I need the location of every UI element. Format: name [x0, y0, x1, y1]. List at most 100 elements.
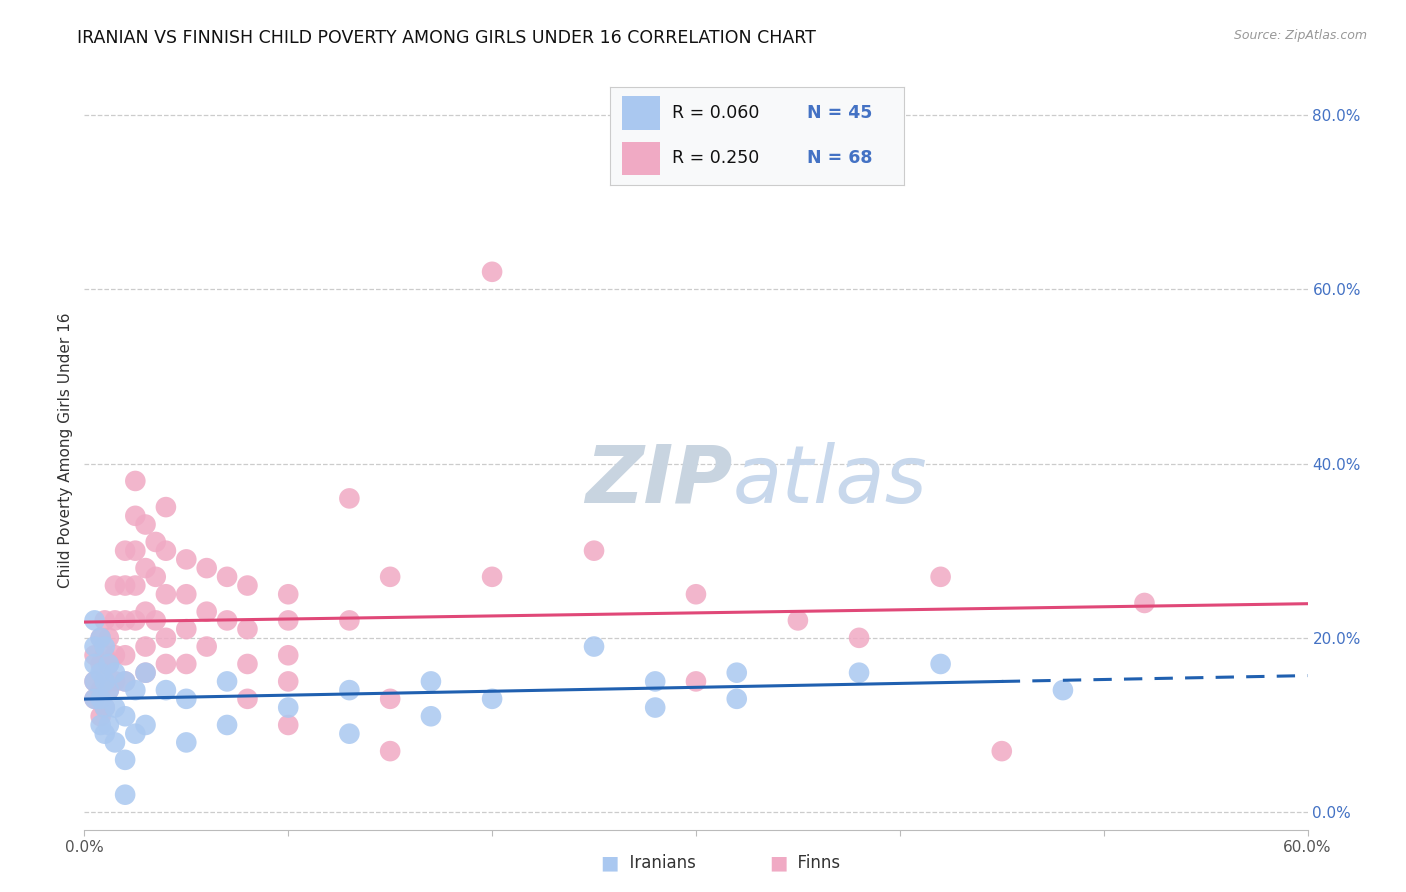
Point	[114, 674, 136, 689]
Point	[135, 517, 157, 532]
Point	[104, 700, 127, 714]
Point	[236, 691, 259, 706]
Point	[114, 578, 136, 592]
Point	[114, 648, 136, 663]
Point	[114, 614, 136, 628]
Point	[155, 683, 177, 698]
Point	[97, 683, 120, 698]
Point	[174, 691, 197, 706]
Point	[155, 631, 177, 645]
Point	[124, 543, 146, 558]
Point	[420, 709, 443, 723]
Point	[991, 744, 1014, 758]
Point	[339, 727, 361, 741]
Point	[97, 657, 120, 671]
Point	[93, 674, 115, 689]
Point	[114, 788, 136, 802]
Point	[481, 265, 503, 279]
Point	[90, 709, 112, 723]
Point	[104, 735, 127, 749]
Point	[1052, 683, 1074, 698]
Point	[93, 700, 115, 714]
Point	[217, 674, 239, 689]
Point	[83, 691, 105, 706]
Point	[217, 614, 239, 628]
Point	[135, 561, 157, 575]
Point	[155, 543, 177, 558]
Point	[97, 718, 120, 732]
Point	[90, 691, 112, 706]
Text: Finns: Finns	[787, 855, 841, 872]
Point	[420, 674, 443, 689]
Point	[929, 570, 952, 584]
Point	[380, 691, 402, 706]
Point	[83, 657, 105, 671]
Point	[90, 631, 112, 645]
Point	[277, 718, 299, 732]
Point	[83, 614, 105, 628]
Point	[277, 614, 299, 628]
Point	[174, 587, 197, 601]
Point	[277, 674, 299, 689]
Text: IRANIAN VS FINNISH CHILD POVERTY AMONG GIRLS UNDER 16 CORRELATION CHART: IRANIAN VS FINNISH CHILD POVERTY AMONG G…	[77, 29, 817, 47]
Point	[481, 570, 503, 584]
Point	[217, 718, 239, 732]
Point	[848, 631, 870, 645]
Point	[339, 614, 361, 628]
Point	[90, 683, 112, 698]
Point	[97, 683, 120, 698]
Point	[145, 535, 167, 549]
Point	[787, 614, 810, 628]
Point	[174, 657, 197, 671]
Point	[929, 657, 952, 671]
Point	[685, 587, 707, 601]
Point	[104, 674, 127, 689]
Point	[848, 665, 870, 680]
Point	[104, 578, 127, 592]
Text: ■: ■	[769, 854, 787, 872]
Point	[583, 543, 606, 558]
Point	[481, 691, 503, 706]
Point	[93, 674, 115, 689]
Point	[124, 727, 146, 741]
Point	[644, 700, 666, 714]
Point	[93, 640, 115, 654]
Point	[174, 552, 197, 566]
Point	[380, 570, 402, 584]
Point	[236, 657, 259, 671]
Point	[135, 605, 157, 619]
Point	[83, 640, 105, 654]
Point	[124, 474, 146, 488]
Point	[339, 491, 361, 506]
Point	[83, 674, 105, 689]
Y-axis label: Child Poverty Among Girls Under 16: Child Poverty Among Girls Under 16	[58, 313, 73, 588]
Point	[236, 578, 259, 592]
Point	[155, 657, 177, 671]
Point	[135, 665, 157, 680]
Point	[97, 631, 120, 645]
Point	[124, 508, 146, 523]
Point	[124, 614, 146, 628]
Point	[217, 570, 239, 584]
Point	[104, 665, 127, 680]
Point	[644, 674, 666, 689]
Point	[114, 543, 136, 558]
Point	[90, 665, 112, 680]
Point	[195, 605, 218, 619]
Point	[236, 622, 259, 636]
Point	[145, 570, 167, 584]
Point	[135, 718, 157, 732]
Point	[277, 700, 299, 714]
Text: atlas: atlas	[733, 442, 928, 520]
Point	[1133, 596, 1156, 610]
Point	[104, 648, 127, 663]
Point	[124, 578, 146, 592]
Point	[104, 614, 127, 628]
Point	[685, 674, 707, 689]
Point	[114, 753, 136, 767]
Point	[155, 500, 177, 515]
Point	[725, 665, 748, 680]
Point	[83, 648, 105, 663]
Point	[93, 614, 115, 628]
Point	[725, 691, 748, 706]
